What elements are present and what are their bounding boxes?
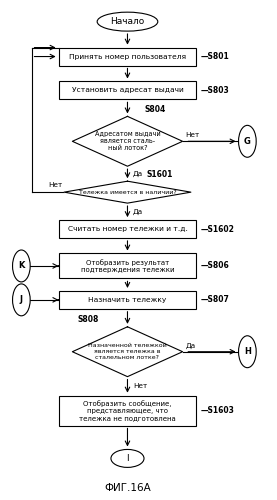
FancyBboxPatch shape	[58, 48, 196, 66]
Polygon shape	[72, 327, 183, 376]
FancyBboxPatch shape	[58, 291, 196, 309]
FancyBboxPatch shape	[58, 254, 196, 278]
Text: Назначить тележку: Назначить тележку	[88, 297, 167, 303]
Text: —S801: —S801	[201, 52, 229, 61]
Text: Да: Да	[133, 170, 143, 177]
FancyBboxPatch shape	[58, 220, 196, 238]
Text: S808: S808	[78, 316, 99, 324]
Circle shape	[12, 250, 30, 282]
Text: Отобразить результат
подтверждения тележки: Отобразить результат подтверждения тележ…	[81, 259, 174, 273]
Text: Да: Да	[185, 342, 196, 349]
Text: H: H	[244, 347, 251, 356]
Text: Назначенной тележкой
является тележка в
сталельном лотке?: Назначенной тележкой является тележка в …	[88, 344, 167, 360]
Text: Да: Да	[133, 208, 143, 214]
Text: J: J	[20, 296, 23, 304]
Text: S1601: S1601	[147, 170, 173, 178]
Text: —S806: —S806	[201, 262, 229, 270]
Circle shape	[238, 126, 256, 158]
Text: Тележка имеется в наличии?: Тележка имеется в наличии?	[79, 190, 176, 194]
Text: —S803: —S803	[201, 86, 229, 95]
Text: Адресатом выдачи
является сталь-
ный лоток?: Адресатом выдачи является сталь- ный лот…	[95, 132, 160, 152]
Circle shape	[238, 336, 256, 368]
Text: I: I	[126, 454, 129, 463]
Text: —S1602: —S1602	[201, 224, 234, 234]
Text: K: K	[18, 262, 25, 270]
Text: S804: S804	[144, 105, 165, 114]
Text: Нет: Нет	[48, 182, 63, 188]
FancyBboxPatch shape	[58, 396, 196, 426]
Text: Начало: Начало	[110, 17, 145, 26]
FancyBboxPatch shape	[58, 82, 196, 100]
Text: —S807: —S807	[201, 296, 229, 304]
Circle shape	[12, 284, 30, 316]
Text: Установить адресат выдачи: Установить адресат выдачи	[71, 88, 183, 94]
Text: Принять номер пользователя: Принять номер пользователя	[69, 54, 186, 60]
Text: ФИГ.16А: ФИГ.16А	[104, 484, 151, 494]
Text: Нет: Нет	[133, 383, 147, 389]
Text: Нет: Нет	[185, 132, 200, 138]
Text: —S1603: —S1603	[201, 406, 234, 415]
Polygon shape	[64, 181, 191, 203]
Text: Считать номер тележки и т.д.: Считать номер тележки и т.д.	[68, 226, 188, 232]
Text: Отобразить сообщение,
представляющее, что
тележка не подготовлена: Отобразить сообщение, представляющее, чт…	[79, 400, 176, 421]
Text: G: G	[244, 137, 251, 146]
Polygon shape	[72, 116, 183, 166]
